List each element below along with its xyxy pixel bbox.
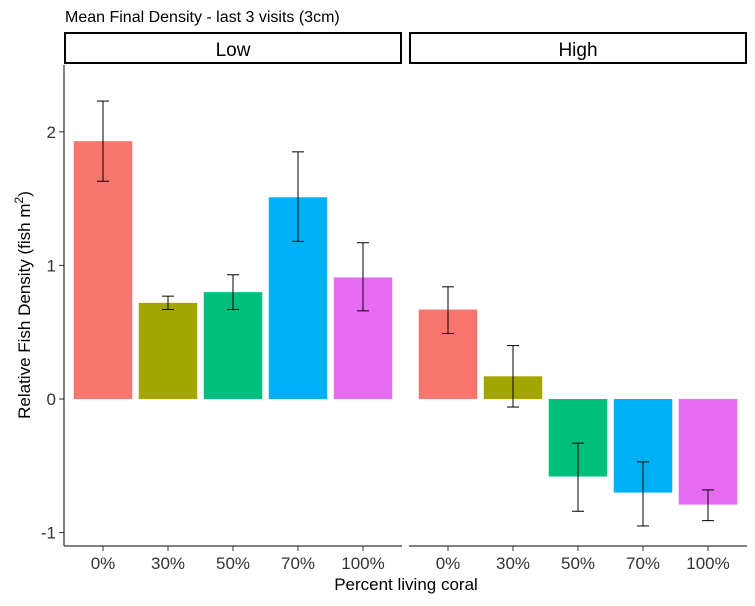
facet-strip (409, 32, 747, 64)
y-axis-title-superscript: 2 (12, 196, 26, 203)
error-bar (702, 489, 714, 522)
x-tick-label: 70% (281, 554, 315, 573)
x-tick-label: 0% (91, 554, 116, 573)
facet-strip (64, 32, 402, 64)
facet-strip-label: Low (216, 40, 251, 61)
error-bar (227, 274, 239, 311)
y-axis-title: Relative Fish Density (fish m2) (12, 191, 34, 419)
bar-high-4 (678, 399, 738, 505)
y-tick-label: 0 (47, 390, 56, 409)
x-tick-label: 0% (436, 554, 461, 573)
x-axis-title: Percent living coral (334, 575, 478, 594)
svg-text:Relative Fish Density (fish m2: Relative Fish Density (fish m2) (12, 191, 34, 419)
y-axis: 2 1 0 -1 (41, 123, 64, 543)
error-bar (572, 442, 584, 512)
x-tick-label: 50% (216, 554, 250, 573)
y-tick-label: 2 (47, 123, 56, 142)
facet-panel-high: High 0% 30% 50% 70% 100% (409, 32, 747, 573)
x-tick-label: 30% (151, 554, 185, 573)
facet-panels: Low 0% 30% 50% 70% 100% High 0% 30% 50% 70% 100% (63, 32, 747, 573)
error-bar (357, 242, 369, 312)
chart-title: Mean Final Density - last 3 visits (3cm) (65, 9, 340, 26)
error-bar (292, 151, 304, 242)
y-axis-title-close: ) (15, 191, 34, 197)
x-tick-label: 30% (496, 554, 530, 573)
x-tick-label: 100% (686, 554, 729, 573)
x-tick-label: 100% (341, 554, 384, 573)
y-tick-label: -1 (41, 524, 56, 543)
error-bar (507, 345, 519, 408)
error-bar (162, 295, 174, 311)
error-bar (97, 100, 109, 182)
error-bar (637, 461, 649, 527)
x-tick-label: 70% (626, 554, 660, 573)
bar-low-0 (73, 141, 133, 400)
y-tick-label: 1 (47, 256, 56, 275)
x-tick-label: 50% (561, 554, 595, 573)
y-axis-title-main: Relative Fish Density (fish m (15, 203, 34, 418)
facet-strip-label: High (558, 40, 597, 61)
bar-low-1 (138, 302, 198, 400)
error-bar (442, 286, 454, 335)
facet-panel-low: Low 0% 30% 50% 70% 100% (63, 32, 402, 573)
